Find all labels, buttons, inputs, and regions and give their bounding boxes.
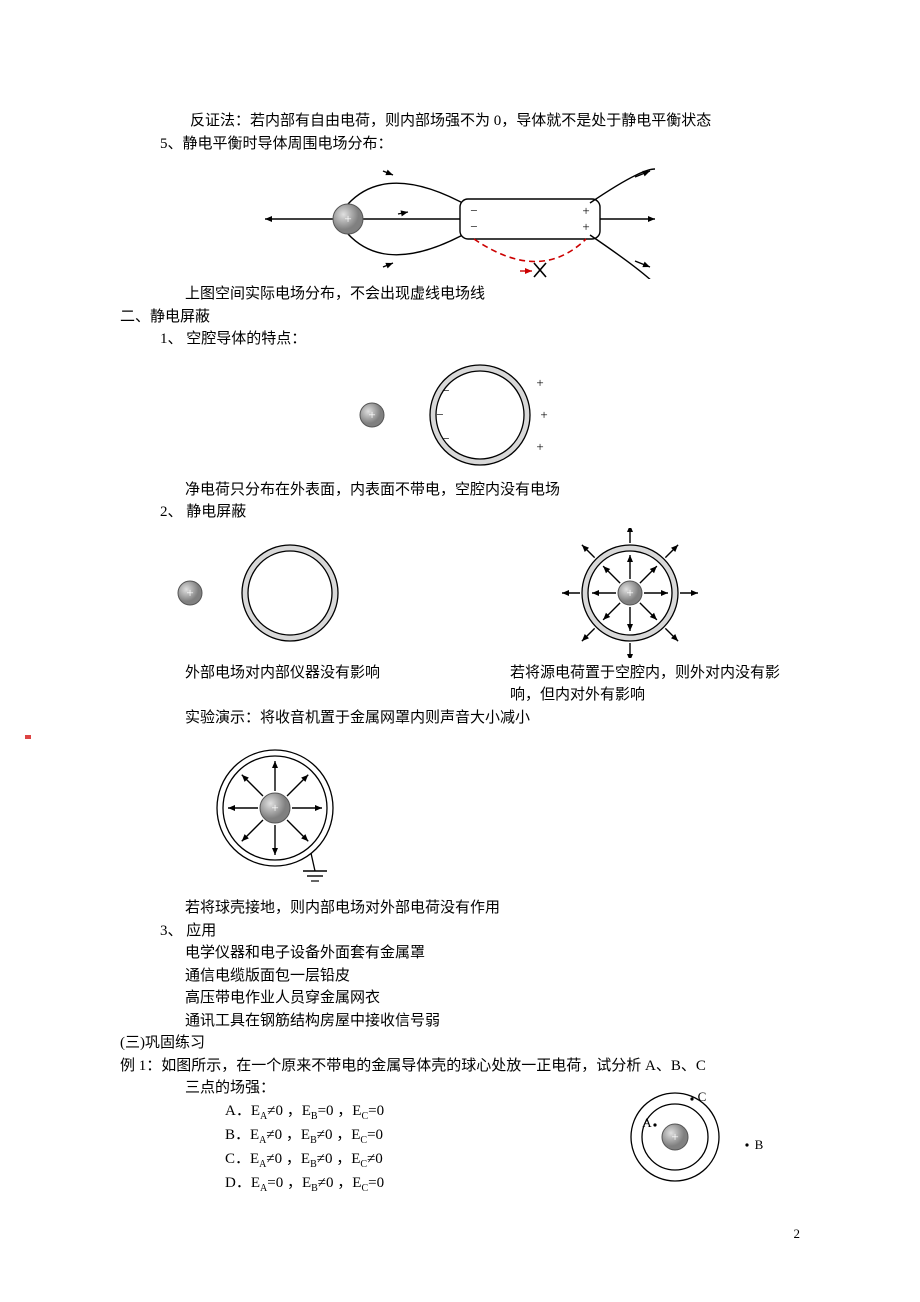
diagram-shield-pair: ++ (130, 528, 790, 658)
option-d: D．EA=0 ，EB≠0 ，EC=0 (225, 1172, 600, 1196)
diagram-field-around-conductor: −−+++ (260, 159, 660, 279)
document-body: 反证法：若内部有自由电荷，则内部场强不为 0，导体就不是处于静电平衡状态 5、静… (120, 110, 800, 1197)
caption-ground: 若将球壳接地，则内部电场对外部电荷没有作用 (185, 897, 800, 920)
svg-text:+: + (582, 219, 589, 234)
example-1-line-1: 例 1：如图所示，在一个原来不带电的金属导体壳的球心处放一正电荷，试分析 A、B… (120, 1055, 800, 1078)
proof-paragraph: 反证法：若内部有自由电荷，则内部场强不为 0，导体就不是处于静电平衡状态 (190, 110, 800, 133)
red-margin-mark (25, 735, 31, 739)
example-1-line-2: 三点的场强： (185, 1077, 600, 1100)
svg-text:+: + (536, 439, 543, 454)
caption-pair-left: 外部电场对内部仪器没有影响 (185, 662, 485, 707)
svg-text:C: C (698, 1089, 707, 1104)
option-b: B．EA≠0 ，EB≠0 ，EC=0 (225, 1124, 600, 1148)
svg-text:−: − (470, 219, 477, 234)
page-number: 2 (794, 1226, 801, 1242)
section-2-title: 二、静电屏蔽 (120, 306, 800, 329)
svg-text:−: − (436, 407, 443, 422)
svg-text:+: + (271, 800, 278, 815)
svg-text:+: + (626, 585, 633, 600)
section-3-title: (三)巩固练习 (120, 1032, 800, 1055)
svg-text:−: − (442, 383, 449, 398)
caption-experiment: 实验演示：将收音机置于金属网罩内则声音大小减小 (185, 707, 800, 730)
caption-5: 上图空间实际电场分布，不会出现虚线电场线 (185, 283, 800, 306)
app-4: 通讯工具在钢筋结构房屋中接收信号弱 (185, 1010, 800, 1033)
diagram-hollow-conductor: + − − − + + + (330, 355, 590, 475)
item-2-2-title: 2、 静电屏蔽 (160, 501, 800, 524)
caption-pair-right-l1: 若将源电荷置于空腔内，则外对内没有影 (510, 662, 800, 685)
option-a: A．EA≠0 ，EB=0 ，EC=0 (225, 1100, 600, 1124)
pair-caption-row: 外部电场对内部仪器没有影响 若将源电荷置于空腔内，则外对内没有影 响，但内对外有… (120, 662, 800, 707)
option-c: C．EA≠0 ，EB≠0 ，EC≠0 (225, 1148, 600, 1172)
diagram-grounded-shell: + (185, 733, 365, 893)
svg-text:−: − (442, 431, 449, 446)
svg-text:B: B (755, 1137, 764, 1152)
svg-text:A: A (642, 1115, 652, 1130)
svg-text:+: + (368, 407, 375, 422)
svg-text:+: + (671, 1129, 678, 1144)
item-2-3-title: 3、 应用 (160, 920, 800, 943)
svg-text:+: + (344, 211, 351, 226)
item-2-1-title: 1、 空腔导体的特点： (160, 328, 800, 351)
diagram-example-abc: + A B C (600, 1077, 800, 1197)
app-2: 通信电缆版面包一层铅皮 (185, 965, 800, 988)
svg-text:+: + (582, 203, 589, 218)
svg-text:−: − (470, 203, 477, 218)
caption-pair-right-l2: 响，但内对外有影响 (510, 684, 800, 707)
svg-text:+: + (540, 407, 547, 422)
svg-text:+: + (186, 585, 193, 600)
item-5-title: 5、静电平衡时导体周围电场分布： (160, 133, 800, 156)
example-row: 三点的场强： A．EA≠0 ，EB=0 ，EC=0 B．EA≠0 ，EB≠0 ，… (120, 1077, 800, 1197)
svg-text:+: + (536, 375, 543, 390)
caption-pair-right: 若将源电荷置于空腔内，则外对内没有影 响，但内对外有影响 (510, 662, 800, 707)
caption-2-1: 净电荷只分布在外表面，内表面不带电，空腔内没有电场 (185, 479, 800, 502)
app-1: 电学仪器和电子设备外面套有金属罩 (185, 942, 800, 965)
app-3: 高压带电作业人员穿金属网衣 (185, 987, 800, 1010)
